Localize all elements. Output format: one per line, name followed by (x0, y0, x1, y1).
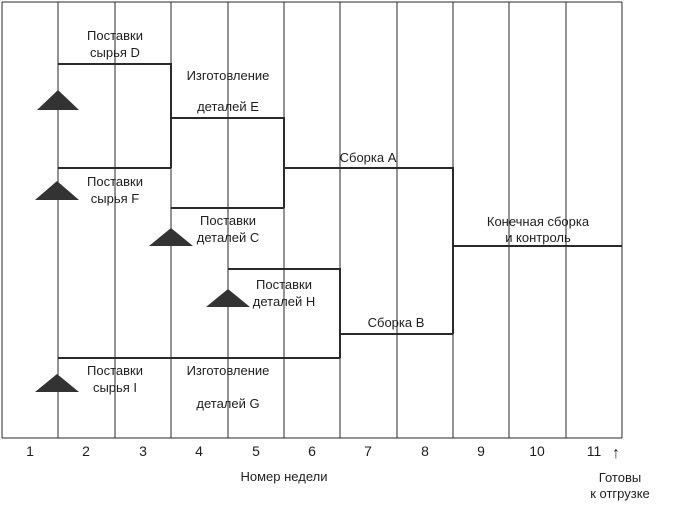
bar-supply-h (228, 268, 341, 358)
week-tick: 6 (308, 443, 316, 459)
order-triangle-icon (35, 374, 79, 392)
label-make-e-1: Изготовление (187, 68, 270, 83)
label-supply-d-1: Поставки (87, 28, 143, 43)
label-make-g-2: деталей G (196, 396, 259, 411)
label-supply-h-1: Поставки (256, 277, 312, 292)
label-make-e-2: деталей E (197, 99, 259, 114)
week-tick: 4 (195, 443, 203, 459)
week-tick: 2 (82, 443, 90, 459)
order-triangle-icon (35, 181, 79, 200)
label-supply-c-2: деталей C (197, 230, 260, 245)
week-tick: 9 (477, 443, 485, 459)
bar-supply-d (58, 63, 172, 168)
week-tick: 3 (139, 443, 147, 459)
label-make-g-1: Изготовление (187, 363, 270, 378)
label-assembly-a: Сборка A (340, 150, 397, 165)
label-supply-i-1: Поставки (87, 363, 143, 378)
order-triangle-icon (37, 90, 79, 110)
label-supply-c-1: Поставки (200, 213, 256, 228)
label-supply-f-2: сырья F (91, 191, 139, 206)
order-markers (35, 90, 250, 392)
order-triangle-icon (206, 289, 250, 307)
bar-make-e (171, 117, 285, 208)
label-final-1: Конечная сборка (487, 214, 590, 229)
ready-caption-2: к отгрузке (590, 486, 650, 501)
activity-bars (58, 63, 622, 359)
activity-labels: Поставки сырья D Изготовление деталей E … (87, 28, 590, 411)
ready-caption-1: Готовы (599, 470, 641, 485)
week-tick: 5 (252, 443, 260, 459)
ready-arrow-icon: ↑ (612, 445, 620, 462)
label-assembly-b: Сборка B (368, 315, 425, 330)
week-tick: 1 (26, 443, 34, 459)
week-tick: 8 (421, 443, 429, 459)
week-tick: 10 (529, 443, 545, 459)
x-axis-title: Номер недели (241, 469, 328, 484)
order-triangle-icon (149, 228, 193, 246)
label-supply-d-2: сырья D (90, 45, 140, 60)
label-supply-h-2: деталей H (253, 294, 316, 309)
bar-assembly-a (284, 167, 454, 334)
week-tick: 7 (364, 443, 372, 459)
label-supply-f-1: Поставки (87, 174, 143, 189)
week-ticks: 1 2 3 4 5 6 7 8 9 10 11 (26, 443, 601, 459)
label-supply-i-2: сырья I (93, 380, 137, 395)
week-tick: 11 (587, 443, 602, 459)
label-final-2: и контроль (505, 230, 571, 245)
